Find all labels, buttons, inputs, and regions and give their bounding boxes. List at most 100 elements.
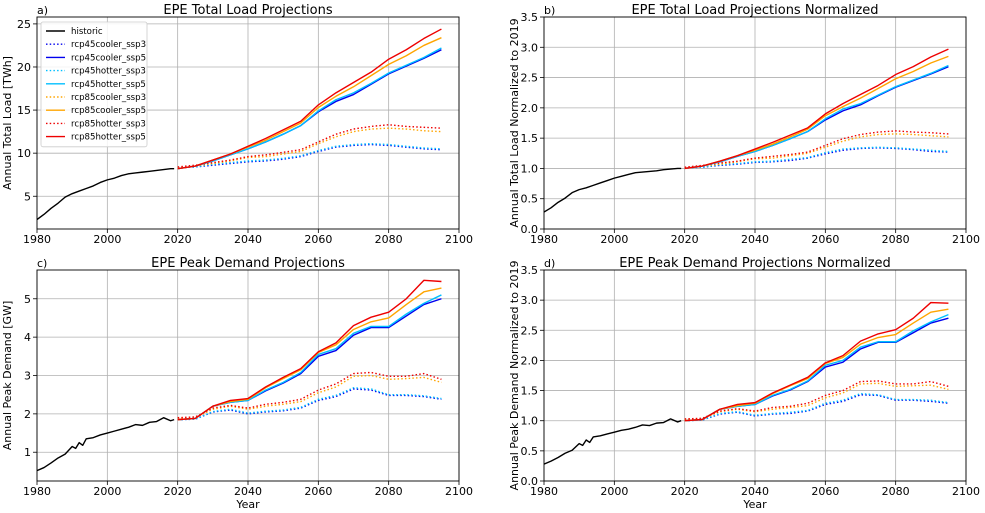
x-tick-label: 2080 <box>882 485 910 498</box>
chart-panel-2: 1980 2000 2020 2040 2060 2080 2100 0.0 0.5 1.0 1.5… <box>508 3 980 246</box>
grid <box>543 16 967 230</box>
x-tick-label: 2000 <box>600 233 628 246</box>
x-axis-label: Year <box>742 498 767 511</box>
x-tick-label: 2100 <box>952 485 980 498</box>
series-line-rcp85cooler_ssp5 <box>684 308 949 422</box>
y-tick-label: 2.0 <box>521 354 539 367</box>
panel-label: d) <box>544 257 555 270</box>
series-line-rcp85hotter_ssp5 <box>177 28 442 170</box>
y-tick-label: 1.5 <box>521 385 539 398</box>
x-tick-label: 1980 <box>530 233 558 246</box>
plot-frame <box>36 269 460 482</box>
y-tick-label: 3.5 <box>521 264 539 277</box>
legend: historic rcp45cooler_ssp3 rcp45cooler_ssp5… <box>40 21 148 148</box>
y-tick-label: 1 <box>24 446 31 459</box>
x-tick-label: 2040 <box>234 233 262 246</box>
y-axis-label: Annual Peak Demand [GW] <box>1 301 14 450</box>
y-tick-label: 2 <box>24 408 31 421</box>
x-tick-label: 2060 <box>304 233 332 246</box>
series-line-rcp85cooler_ssp3 <box>177 127 442 169</box>
legend-entry: rcp85cooler_ssp3 <box>71 93 146 103</box>
x-tick-label: 1980 <box>530 485 558 498</box>
y-axis-label: Annual Total Load Normalized to 2019 <box>508 18 521 227</box>
series-line-historic <box>37 167 175 221</box>
y-tick-label: 10 <box>17 147 31 160</box>
legend-entry: rcp85cooler_ssp5 <box>71 106 146 116</box>
series-line-rcp85cooler_ssp3 <box>684 382 949 421</box>
chart-title: EPE Peak Demand Projections Normalized <box>619 256 891 271</box>
x-tick-label: 2100 <box>445 485 473 498</box>
y-tick-label: 3 <box>24 370 31 383</box>
legend-box <box>40 21 148 148</box>
series-line-rcp85hotter_ssp3 <box>177 124 442 168</box>
x-tick-label: 2020 <box>164 485 192 498</box>
y-tick-label: 2.5 <box>521 324 539 337</box>
y-tick-label: 4 <box>24 331 31 344</box>
grid <box>543 269 967 482</box>
series-line-rcp45hotter_ssp5 <box>684 64 949 170</box>
x-tick-label: 2020 <box>671 233 699 246</box>
chart-panel-1: 1980 2000 2020 2040 2060 2080 2100 5 10 15 20 25 EPE… <box>1 3 473 246</box>
chart-panel-3: 1980 2000 2020 2040 2060 2080 2100 1 2 3 4 5 EPE Pea… <box>1 256 473 511</box>
x-tick-label: 2080 <box>882 233 910 246</box>
plot-frame <box>543 269 967 482</box>
y-tick-label: 5 <box>24 190 31 203</box>
x-tick-label: 2100 <box>952 233 980 246</box>
x-tick-label: 2000 <box>600 485 628 498</box>
series-line-rcp85hotter_ssp5 <box>684 48 949 170</box>
y-tick-label: 1.5 <box>521 132 539 145</box>
y-tick-label: 3.5 <box>521 11 539 24</box>
chart-panel-4: 1980 2000 2020 2040 2060 2080 2100 0.0 0.5 1.0 1.5… <box>508 256 980 511</box>
y-tick-label: 0.5 <box>521 193 539 206</box>
panel-label: a) <box>37 4 48 17</box>
x-tick-label: 2000 <box>93 485 121 498</box>
panel-label: b) <box>544 4 555 17</box>
legend-entry: historic <box>71 27 103 37</box>
y-tick-label: 25 <box>17 18 31 31</box>
y-tick-label: 0.5 <box>521 445 539 458</box>
y-tick-label: 5 <box>24 293 31 306</box>
series-group <box>37 279 442 472</box>
y-axis-label: Annual Peak Demand Normalized to 2019 <box>508 261 521 491</box>
series-line-rcp45hotter_ssp3 <box>177 387 442 421</box>
x-tick-label: 2060 <box>811 485 839 498</box>
series-line-rcp85hotter_ssp3 <box>684 130 949 168</box>
series-line-rcp85cooler_ssp5 <box>684 55 949 170</box>
y-tick-label: 1.0 <box>521 162 539 175</box>
y-tick-label: 2.0 <box>521 102 539 115</box>
plot-frame <box>543 16 967 230</box>
series-line-rcp45hotter_ssp5 <box>177 47 442 170</box>
series-line-rcp85cooler_ssp5 <box>177 37 442 170</box>
series-line-rcp45hotter_ssp5 <box>177 294 442 421</box>
x-tick-label: 1980 <box>23 485 51 498</box>
series-group <box>544 48 949 213</box>
series-line-rcp85hotter_ssp3 <box>684 380 949 420</box>
series-line-rcp85cooler_ssp5 <box>177 287 442 421</box>
x-tick-label: 2100 <box>445 233 473 246</box>
chart-title: EPE Total Load Projections Normalized <box>631 3 878 18</box>
x-tick-label: 2040 <box>741 485 769 498</box>
legend-entry: rcp85hotter_ssp3 <box>71 119 146 129</box>
y-tick-label: 15 <box>17 104 31 117</box>
x-tick-label: 2040 <box>741 233 769 246</box>
chart-title: EPE Peak Demand Projections <box>151 256 345 271</box>
series-line-rcp45cooler_ssp3 <box>684 147 949 169</box>
y-axis-label: Annual Total Load [TWh] <box>1 56 14 190</box>
series-line-historic <box>37 417 175 472</box>
series-line-historic <box>544 167 682 213</box>
legend-entry: rcp45cooler_ssp3 <box>71 40 146 50</box>
legend-entry: rcp45cooler_ssp5 <box>71 53 146 63</box>
x-axis-label: Year <box>235 498 260 511</box>
y-tick-label: 2.5 <box>521 72 539 85</box>
grid <box>36 270 460 481</box>
x-tick-label: 2000 <box>93 233 121 246</box>
plot-frame <box>36 16 460 230</box>
panel-label: c) <box>37 257 47 270</box>
legend-entry: rcp45hotter_ssp3 <box>71 67 146 77</box>
series-group <box>37 28 442 221</box>
series-line-rcp85hotter_ssp5 <box>177 279 442 421</box>
x-tick-label: 2040 <box>234 485 262 498</box>
x-tick-label: 2080 <box>375 485 403 498</box>
x-tick-label: 1980 <box>23 233 51 246</box>
